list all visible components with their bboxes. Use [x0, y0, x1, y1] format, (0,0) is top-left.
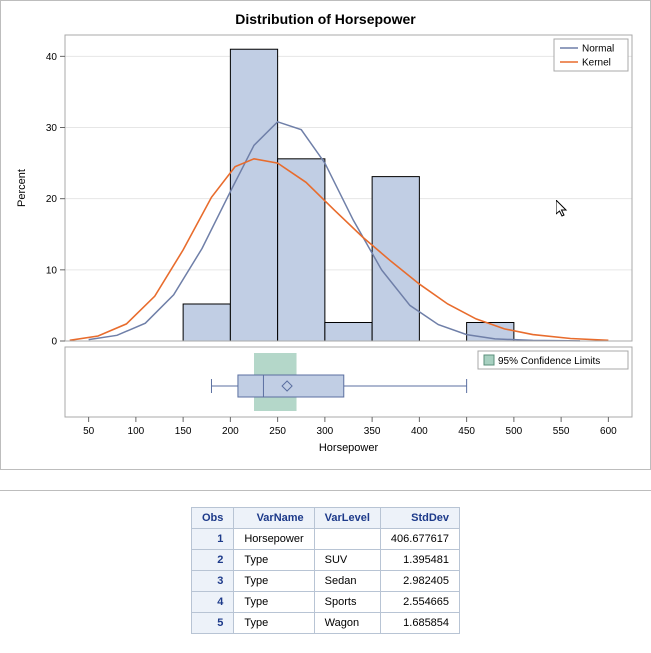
x-tick-label: 450	[458, 426, 475, 437]
x-tick-label: 550	[553, 426, 570, 437]
legend-item-label: Kernel	[582, 58, 611, 69]
table-cell: SUV	[314, 550, 380, 571]
x-tick-label: 50	[83, 426, 95, 437]
table-cell: Sedan	[314, 571, 380, 592]
col-header: Obs	[191, 508, 233, 529]
ci-legend-label: 95% Confidence Limits	[498, 356, 600, 367]
table-cell: 406.677617	[380, 529, 459, 550]
histogram-bar	[325, 322, 372, 341]
table-cell: Horsepower	[234, 529, 314, 550]
col-header: VarLevel	[314, 508, 380, 529]
stats-table: ObsVarNameVarLevelStdDev 1Horsepower 406.6…	[191, 507, 460, 634]
section-divider	[0, 490, 651, 491]
x-tick-label: 400	[411, 426, 428, 437]
table-cell: Type	[234, 592, 314, 613]
table-cell	[314, 529, 380, 550]
table-row: 4TypeSports2.554665	[191, 592, 459, 613]
col-header: StdDev	[380, 508, 459, 529]
histogram-bar	[278, 159, 325, 341]
y-tick-label: 10	[46, 265, 58, 276]
x-tick-label: 250	[269, 426, 286, 437]
table-cell: Sports	[314, 592, 380, 613]
y-tick-label: 40	[46, 52, 58, 63]
boxplot-box	[238, 375, 344, 397]
table-cell: Wagon	[314, 613, 380, 634]
table-row: 2TypeSUV1.395481	[191, 550, 459, 571]
table-cell: 1.395481	[380, 550, 459, 571]
y-axis-label: Percent	[16, 169, 28, 207]
y-tick-label: 0	[51, 337, 57, 348]
table-cell: 1	[191, 529, 233, 550]
table-row: 3TypeSedan2.982405	[191, 571, 459, 592]
histogram-bar	[372, 177, 419, 341]
table-cell: 1.685854	[380, 613, 459, 634]
table-cell: 3	[191, 571, 233, 592]
top-panel	[65, 35, 632, 341]
col-header: VarName	[234, 508, 314, 529]
x-tick-label: 200	[222, 426, 239, 437]
table-cell: 2.982405	[380, 571, 459, 592]
chart-title: Distribution of Horsepower	[9, 11, 642, 27]
table-cell: 4	[191, 592, 233, 613]
table-cell: 5	[191, 613, 233, 634]
histogram-bar	[230, 49, 277, 341]
table-cell: 2.554665	[380, 592, 459, 613]
table-cell: Type	[234, 613, 314, 634]
x-tick-label: 350	[364, 426, 381, 437]
legend-item-label: Normal	[582, 44, 614, 55]
x-tick-label: 600	[600, 426, 617, 437]
chart-canvas: 0 10 20 30 40 Percent Normal Kernel 95% Confiden…	[9, 31, 642, 461]
x-tick-label: 100	[128, 426, 145, 437]
table-row: 1Horsepower 406.677617	[191, 529, 459, 550]
histogram-bar	[183, 304, 230, 341]
table-cell: Type	[234, 550, 314, 571]
table-cell: Type	[234, 571, 314, 592]
x-axis-label: Horsepower	[319, 442, 379, 454]
y-tick-label: 30	[46, 123, 58, 134]
x-tick-label: 300	[317, 426, 334, 437]
x-tick-label: 500	[506, 426, 523, 437]
y-tick-label: 20	[46, 194, 58, 205]
x-tick-label: 150	[175, 426, 192, 437]
chart-frame: Distribution of Horsepower 0 10 20 30 40 Perc…	[0, 0, 651, 470]
table-cell: 2	[191, 550, 233, 571]
table-row: 5TypeWagon1.685854	[191, 613, 459, 634]
